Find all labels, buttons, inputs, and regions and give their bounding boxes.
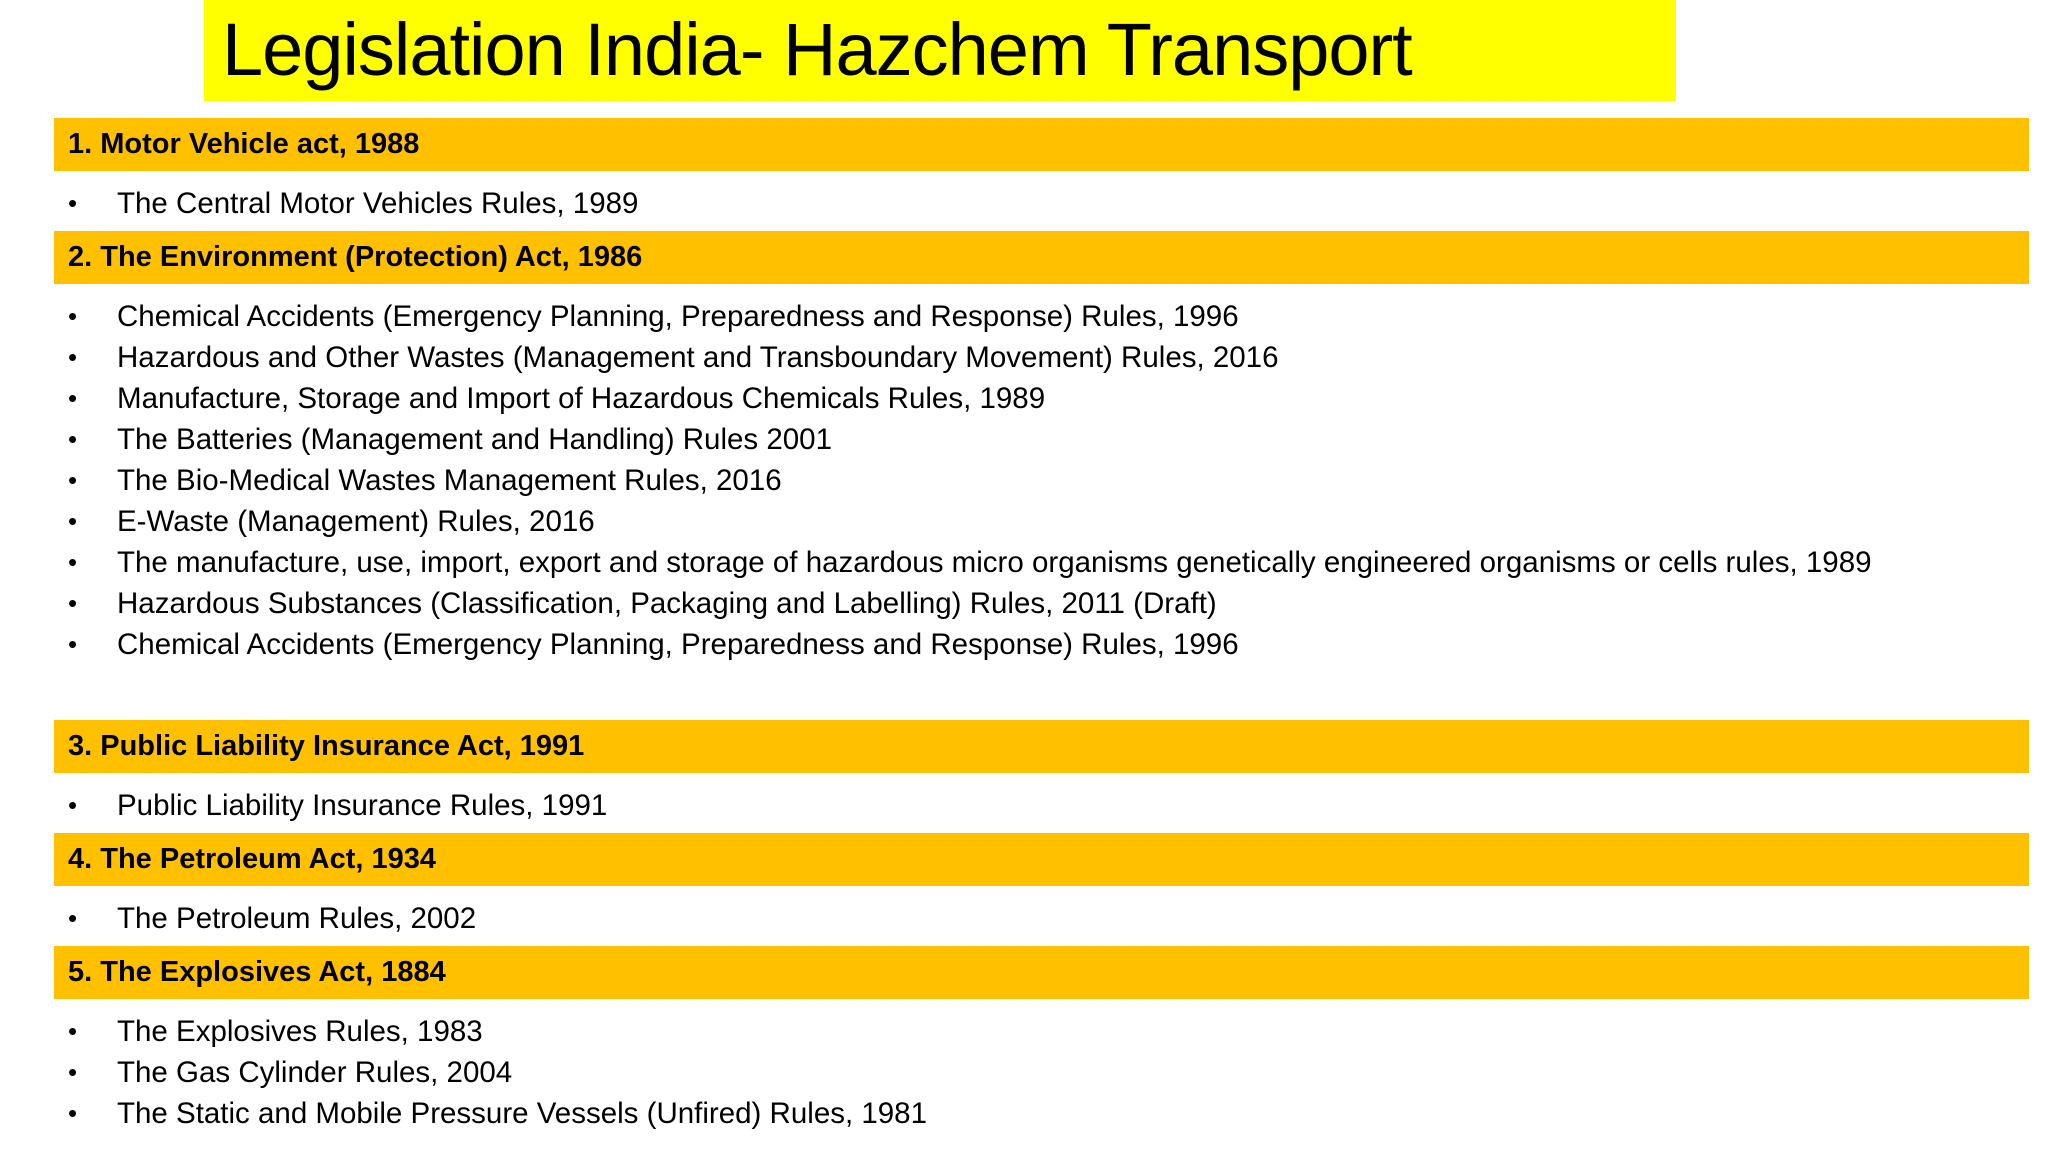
list-item-text: Hazardous Substances (Classification, Pa…: [117, 587, 1217, 620]
bullet-icon: •: [68, 383, 78, 413]
list-item-text: The Petroleum Rules, 2002: [117, 902, 477, 935]
section-heading-text: 2. The Environment (Protection) Act, 198…: [68, 241, 643, 273]
section-heading-environment-act: 2. The Environment (Protection) Act, 198…: [54, 231, 2029, 284]
section-heading-motor-vehicle-act: 1. Motor Vehicle act, 1988: [54, 118, 2029, 171]
title-banner: Legislation India- Hazchem Transport: [204, 0, 1676, 101]
bullet-icon: •: [68, 1057, 78, 1087]
bullet-icon: •: [68, 1016, 78, 1046]
list-item-text: Chemical Accidents (Emergency Planning, …: [117, 300, 1239, 333]
page-title: Legislation India- Hazchem Transport: [222, 8, 1413, 91]
list-item-text: The Bio-Medical Wastes Management Rules,…: [117, 464, 782, 497]
list-item-text: Manufacture, Storage and Import of Hazar…: [117, 382, 1046, 415]
section-heading-text: 5. The Explosives Act, 1884: [68, 956, 446, 988]
list-item-text: The Explosives Rules, 1983: [117, 1015, 483, 1048]
section-heading-text: 1. Motor Vehicle act, 1988: [68, 128, 420, 160]
list-item-text: The Batteries (Management and Handling) …: [117, 423, 832, 456]
bullet-icon: •: [68, 301, 78, 331]
list-item-text: Public Liability Insurance Rules, 1991: [117, 789, 608, 822]
bullet-icon: •: [68, 342, 78, 372]
list-item-text: Hazardous and Other Wastes (Management a…: [117, 341, 1279, 374]
bullet-icon: •: [68, 629, 78, 659]
section-heading-public-liability-act: 3. Public Liability Insurance Act, 1991: [54, 720, 2029, 773]
bullet-icon: •: [68, 790, 78, 820]
list-item-text: E-Waste (Management) Rules, 2016: [117, 505, 595, 538]
bullet-icon: •: [68, 1098, 78, 1128]
bullet-icon: •: [68, 465, 78, 495]
section-heading-text: 4. The Petroleum Act, 1934: [68, 843, 437, 875]
bullet-icon: •: [68, 506, 78, 536]
section-heading-petroleum-act: 4. The Petroleum Act, 1934: [54, 833, 2029, 886]
section-heading-explosives-act: 5. The Explosives Act, 1884: [54, 946, 2029, 999]
bullet-icon: •: [68, 188, 78, 218]
bullet-icon: •: [68, 424, 78, 454]
list-item-text: The manufacture, use, import, export and…: [117, 546, 1872, 579]
bullet-icon: •: [68, 903, 78, 933]
list-item-text: The Central Motor Vehicles Rules, 1989: [117, 187, 639, 220]
bullet-icon: •: [68, 547, 78, 577]
section-heading-text: 3. Public Liability Insurance Act, 1991: [68, 730, 585, 762]
list-item-text: The Static and Mobile Pressure Vessels (…: [117, 1097, 927, 1130]
bullet-icon: •: [68, 588, 78, 618]
list-item-text: Chemical Accidents (Emergency Planning, …: [117, 628, 1239, 661]
list-item-text: The Gas Cylinder Rules, 2004: [117, 1056, 513, 1089]
